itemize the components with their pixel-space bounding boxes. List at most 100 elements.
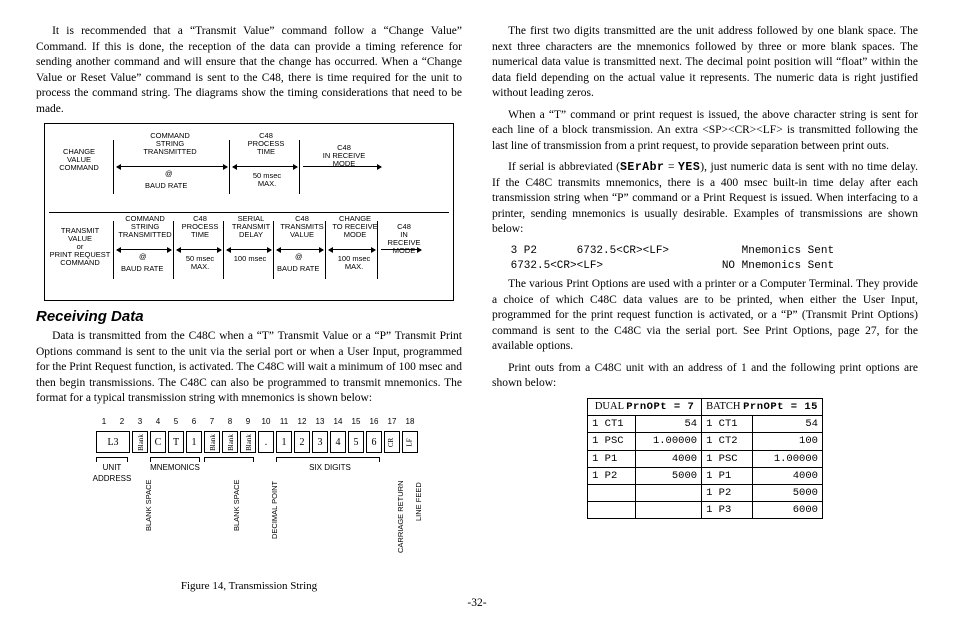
tx-cell: C (150, 431, 166, 453)
opts-label-cell: 1 P1 (702, 467, 753, 484)
t2-at2: @ (295, 253, 303, 261)
tx-colnum: 13 (312, 417, 328, 428)
t2-at: @ (139, 253, 147, 261)
page-number: -32- (0, 596, 954, 612)
tx-cell: T (168, 431, 184, 453)
opts-value-cell: 4000 (752, 467, 822, 484)
left-column: It is recommended that a “Transmit Value… (36, 24, 462, 594)
tx-cell: 3 (312, 431, 328, 453)
opts-label-cell (588, 484, 636, 501)
tx-colnum: 5 (168, 417, 184, 428)
opts-value-cell: 54 (752, 416, 822, 433)
opts-label-cell: 1 PSC (702, 450, 753, 467)
tx-colnum: 14 (330, 417, 346, 428)
opts-head-batch: BATCH PrnOPt = 15 (702, 399, 823, 416)
tx-colnum: 11 (276, 417, 292, 428)
tx-colnum: 3 (132, 417, 148, 428)
tx-colnum: 2 (114, 417, 130, 428)
t2-serial-delay: SERIALTRANSMITDELAY (227, 215, 275, 239)
opts-value-cell (636, 484, 702, 501)
tx-colnum: 1 (96, 417, 112, 428)
right-para-2: When a “T” command or print request is i… (492, 108, 918, 155)
mono-line-1: 3 P2 6732.5<CR><LF> Mnemonics Sent (504, 244, 918, 259)
t1-process: C48PROCESSTIME (241, 132, 291, 156)
opts-value-cell: 5000 (636, 467, 702, 484)
opts-value-cell: 54 (636, 416, 702, 433)
opts-value-cell (636, 502, 702, 519)
tx-label-carriage-return: CARRIAGE RETURN (396, 480, 406, 553)
timing-row-2: TRANSMITVALUEorPRINT REQUESTCOMMAND COMM… (49, 212, 449, 298)
table-row: 1 P250001 P14000 (588, 467, 823, 484)
tx-cell: Blank (240, 431, 256, 453)
tx-colnum: 12 (294, 417, 310, 428)
t1-change-value: CHANGEVALUECOMMAND (51, 148, 107, 172)
table-row: 1 P36000 (588, 502, 823, 519)
tx-cell: CR (384, 431, 400, 453)
tx-cell: Blank (132, 431, 148, 453)
tx-label-blank-space-1: BLANK SPACE (144, 479, 154, 531)
t2-baud2: BAUD RATE (277, 265, 319, 273)
t2-baud: BAUD RATE (121, 265, 163, 273)
t2-hundred: 100 msec (227, 255, 273, 263)
opts-label-cell: 1 CT1 (588, 416, 636, 433)
t2-chg-recv: CHANGETO RECEIVEMODE (329, 215, 381, 239)
left-para-2: Data is transmitted from the C48C when a… (36, 329, 462, 407)
opts-value-cell: 6000 (752, 502, 822, 519)
tx-cell: Blank (204, 431, 220, 453)
right-column: The first two digits transmitted are the… (492, 24, 918, 594)
figure-caption: Figure 14, Transmission String (36, 579, 462, 594)
right-para-5: Print outs from a C48C unit with an addr… (492, 361, 918, 392)
tx-colnum: 10 (258, 417, 274, 428)
opts-label-cell: 1 P2 (588, 467, 636, 484)
tx-label-unit-address: UNITADDRESS (92, 463, 132, 485)
table-row: 1 P25000 (588, 484, 823, 501)
tx-label-decimal-point: DECIMAL POINT (270, 481, 280, 539)
t2-tv-or-print: TRANSMITVALUEorPRINT REQUESTCOMMAND (49, 227, 111, 266)
t1-cmd-string: COMMANDSTRINGTRANSMITTED (137, 132, 203, 156)
tx-cell: L3 (96, 431, 130, 453)
tx-cell: 5 (348, 431, 364, 453)
opts-value-cell: 5000 (752, 484, 822, 501)
right-para-1: The first two digits transmitted are the… (492, 24, 918, 102)
opts-value-cell: 1.00000 (752, 450, 822, 467)
opts-label-cell (588, 502, 636, 519)
tx-cell: 4 (330, 431, 346, 453)
t2-cmd-string: COMMANDSTRINGTRANSMITTED (117, 215, 173, 239)
tx-colnum: 15 (348, 417, 364, 428)
tx-label-blank-space-2: BLANK SPACE (232, 479, 242, 531)
table-row: 1 CT1541 CT154 (588, 416, 823, 433)
t1-fifty: 50 msecMAX. (243, 172, 291, 188)
tx-cell: LF (402, 431, 418, 453)
right-para-3: If serial is abbreviated (SErAbr = YES),… (492, 160, 918, 238)
t1-baud: BAUD RATE (145, 182, 187, 190)
mono-line-2: 6732.5<CR><LF> NO Mnemonics Sent (504, 259, 918, 274)
tx-colnum: 18 (402, 417, 418, 428)
t2-tx-val: C48TRANSMITSVALUE (277, 215, 327, 239)
opts-label-cell: 1 P2 (702, 484, 753, 501)
opts-label-cell: 1 P1 (588, 450, 636, 467)
seg-yes: YES (678, 161, 700, 174)
tx-colnum: 17 (384, 417, 400, 428)
print-options-table: DUAL PrnOPt = 7 BATCH PrnOPt = 15 1 CT15… (587, 398, 823, 519)
opts-label-cell: 1 P3 (702, 502, 753, 519)
opts-head-dual: DUAL PrnOPt = 7 (588, 399, 702, 416)
mono-sample-block: 3 P2 6732.5<CR><LF> Mnemonics Sent 6732.… (504, 244, 918, 274)
tx-colnum: 7 (204, 417, 220, 428)
tx-cell: 1 (186, 431, 202, 453)
tx-label-line-feed: LINE FEED (414, 482, 424, 521)
tx-label-six-digits: SIX DIGITS (276, 463, 384, 474)
tx-cell: 2 (294, 431, 310, 453)
tx-cell: . (258, 431, 274, 453)
t1-recv: C48IN RECEIVEMODE (313, 144, 375, 168)
opts-value-cell: 1.00000 (636, 433, 702, 450)
tx-cell: 6 (366, 431, 382, 453)
tx-colnum: 8 (222, 417, 238, 428)
t1-at: @ (165, 170, 173, 178)
tx-colnum: 9 (240, 417, 256, 428)
t2-process: C48PROCESSTIME (177, 215, 223, 239)
opts-value-cell: 4000 (636, 450, 702, 467)
left-para-1: It is recommended that a “Transmit Value… (36, 24, 462, 117)
tx-colnum: 4 (150, 417, 166, 428)
table-row: 1 PSC1.000001 CT2100 (588, 433, 823, 450)
tx-colnum: 16 (366, 417, 382, 428)
